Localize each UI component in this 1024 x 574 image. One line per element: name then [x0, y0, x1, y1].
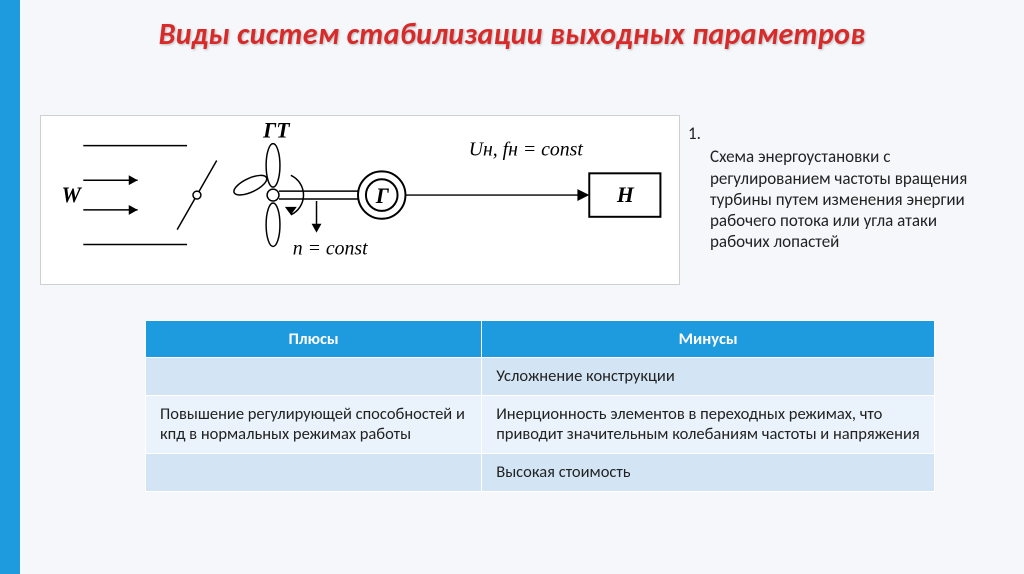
desc-text: Схема энергоустановки с регулированием ч…	[688, 146, 994, 252]
label-W: W	[62, 183, 83, 207]
turbine-icon	[231, 144, 303, 247]
cell-minus: Усложнение конструкции	[482, 358, 935, 396]
label-n-const: n = const	[293, 237, 368, 259]
table-row: Усложнение конструкции	[146, 358, 935, 396]
label-H: Н	[616, 183, 635, 207]
generator-icon: Г	[358, 171, 405, 218]
diagram-description: 1. Схема энергоустановки с регулирование…	[688, 115, 994, 253]
table-row: Высокая стоимость	[146, 453, 935, 491]
upper-row: W ГТ n = const	[40, 115, 994, 285]
cell-plus	[146, 358, 482, 396]
desc-number: 1.	[688, 123, 701, 144]
flow-arrows	[83, 175, 137, 215]
slide-title: Виды систем стабилизации выходных параме…	[0, 0, 1024, 53]
cell-minus: Высокая стоимость	[482, 453, 935, 491]
cell-plus	[146, 453, 482, 491]
cell-minus: Инерционность элементов в переходных реж…	[482, 395, 935, 453]
energy-diagram: W ГТ n = const	[40, 115, 680, 285]
table-row: Повышение регулирующей способностей и кп…	[146, 395, 935, 453]
label-GT: ГТ	[262, 119, 290, 143]
label-G: Г	[375, 184, 390, 208]
cell-plus: Повышение регулирующей способностей и кп…	[146, 395, 482, 453]
label-UH: Uн, fн = const	[469, 139, 584, 161]
th-minus: Минусы	[482, 321, 935, 358]
th-plus: Плюсы	[146, 321, 482, 358]
pros-cons-table: Плюсы Минусы Усложнение конструкции Повы…	[145, 320, 935, 492]
accent-bar	[0, 0, 20, 574]
